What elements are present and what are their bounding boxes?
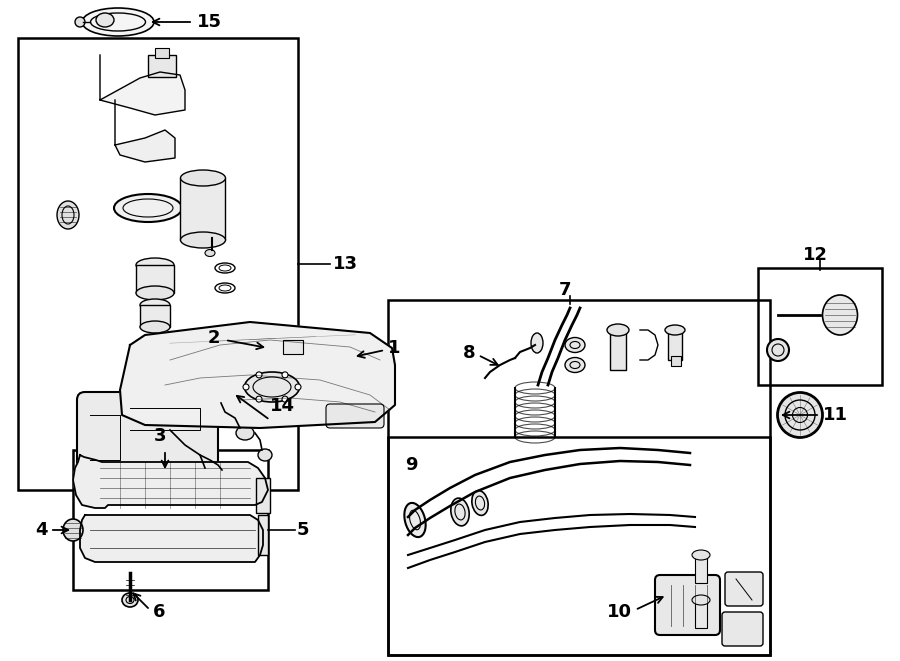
Bar — [18, 38, 298, 490]
FancyBboxPatch shape — [722, 612, 763, 646]
Ellipse shape — [181, 232, 226, 248]
Polygon shape — [80, 515, 263, 562]
Circle shape — [243, 384, 249, 390]
Bar — [148, 55, 176, 77]
Bar — [140, 340, 170, 382]
Ellipse shape — [134, 380, 176, 394]
Text: 15: 15 — [197, 13, 222, 31]
Bar — [388, 300, 770, 655]
Circle shape — [295, 384, 301, 390]
Ellipse shape — [565, 358, 585, 373]
Circle shape — [256, 396, 262, 402]
Ellipse shape — [665, 325, 685, 335]
Bar — [140, 305, 170, 327]
Bar — [695, 555, 707, 583]
Ellipse shape — [136, 286, 174, 300]
FancyBboxPatch shape — [725, 572, 763, 606]
Text: 6: 6 — [153, 603, 166, 621]
Bar — [155, 48, 169, 58]
Bar — [283, 340, 303, 354]
Text: 8: 8 — [463, 344, 475, 362]
FancyBboxPatch shape — [77, 392, 218, 488]
Circle shape — [256, 372, 262, 378]
Ellipse shape — [692, 550, 710, 560]
Ellipse shape — [767, 339, 789, 361]
Ellipse shape — [607, 324, 629, 336]
Ellipse shape — [57, 201, 79, 229]
Bar — [758, 268, 882, 385]
Ellipse shape — [451, 498, 469, 526]
Circle shape — [282, 372, 288, 378]
Polygon shape — [115, 100, 175, 162]
Ellipse shape — [114, 194, 182, 222]
Polygon shape — [120, 322, 395, 428]
Ellipse shape — [692, 595, 710, 605]
Bar — [73, 450, 268, 590]
Text: 9: 9 — [405, 456, 418, 474]
Bar — [258, 515, 268, 555]
Circle shape — [282, 396, 288, 402]
Circle shape — [75, 17, 85, 27]
Ellipse shape — [245, 372, 300, 402]
Ellipse shape — [565, 338, 585, 352]
FancyBboxPatch shape — [326, 404, 384, 428]
Ellipse shape — [258, 449, 272, 461]
Ellipse shape — [140, 376, 170, 388]
Text: 10: 10 — [607, 603, 632, 621]
Ellipse shape — [778, 393, 823, 438]
Ellipse shape — [472, 490, 488, 516]
Text: 13: 13 — [333, 255, 358, 273]
Bar — [668, 330, 682, 360]
Polygon shape — [100, 55, 185, 115]
Ellipse shape — [531, 333, 543, 353]
Text: 5: 5 — [297, 521, 310, 539]
Bar — [610, 330, 626, 370]
Text: 3: 3 — [154, 427, 166, 445]
Text: 14: 14 — [270, 397, 295, 415]
Bar — [671, 356, 681, 366]
Ellipse shape — [181, 170, 226, 186]
Ellipse shape — [82, 8, 154, 36]
Bar — [136, 265, 174, 293]
Bar — [695, 600, 707, 628]
Polygon shape — [73, 455, 268, 508]
Ellipse shape — [236, 426, 254, 440]
Ellipse shape — [404, 503, 426, 537]
Ellipse shape — [122, 593, 138, 607]
Text: 7: 7 — [559, 281, 572, 299]
Ellipse shape — [140, 334, 170, 346]
Text: 12: 12 — [803, 246, 827, 264]
Text: 1: 1 — [388, 339, 400, 357]
Bar — [388, 437, 770, 655]
FancyBboxPatch shape — [655, 575, 720, 635]
Bar — [210, 385, 232, 403]
Text: 11: 11 — [823, 406, 848, 424]
Bar — [180, 178, 225, 240]
Text: 2: 2 — [208, 329, 220, 347]
Ellipse shape — [140, 321, 170, 333]
Ellipse shape — [63, 519, 83, 541]
Ellipse shape — [140, 299, 170, 311]
Ellipse shape — [96, 13, 114, 27]
Ellipse shape — [136, 258, 174, 272]
Ellipse shape — [823, 295, 858, 335]
Ellipse shape — [205, 249, 215, 256]
Text: 4: 4 — [35, 521, 48, 539]
Bar — [256, 478, 270, 513]
